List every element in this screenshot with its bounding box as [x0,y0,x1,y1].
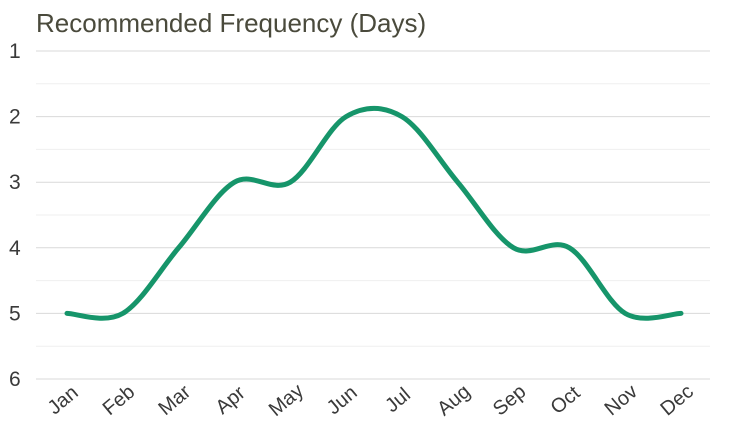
x-tick-label: May [265,380,308,421]
y-tick-label: 3 [9,171,21,194]
x-tick-label: Sep [489,381,530,421]
x-tick-label: Mar [155,381,196,420]
chart-title: Recommended Frequency (Days) [36,8,427,38]
y-tick-label: 6 [9,368,21,391]
x-tick-label: Feb [99,381,140,420]
x-tick-label: Aug [433,381,474,421]
x-tick-label: Dec [656,381,697,421]
x-tick-label: Jul [381,384,415,417]
y-tick-label: 1 [9,40,21,63]
x-axis-ticks: Jan Feb Mar Apr May Jun Jul Aug Sep Oct Nov Dec [44,380,698,421]
y-tick-label: 2 [9,106,21,129]
y-tick-label: 4 [9,237,21,260]
x-tick-label: Jun [323,382,362,420]
x-tick-label: Jan [44,382,83,420]
series-layer [64,105,684,321]
series-line-0 [64,105,684,321]
y-tick-label: 5 [9,302,21,325]
grid-lines [36,50,710,380]
y-axis-ticks: 1 2 3 4 5 6 [9,40,21,391]
x-tick-label: Nov [601,381,642,421]
x-tick-label: Apr [212,382,250,419]
x-tick-label: Oct [547,382,585,419]
